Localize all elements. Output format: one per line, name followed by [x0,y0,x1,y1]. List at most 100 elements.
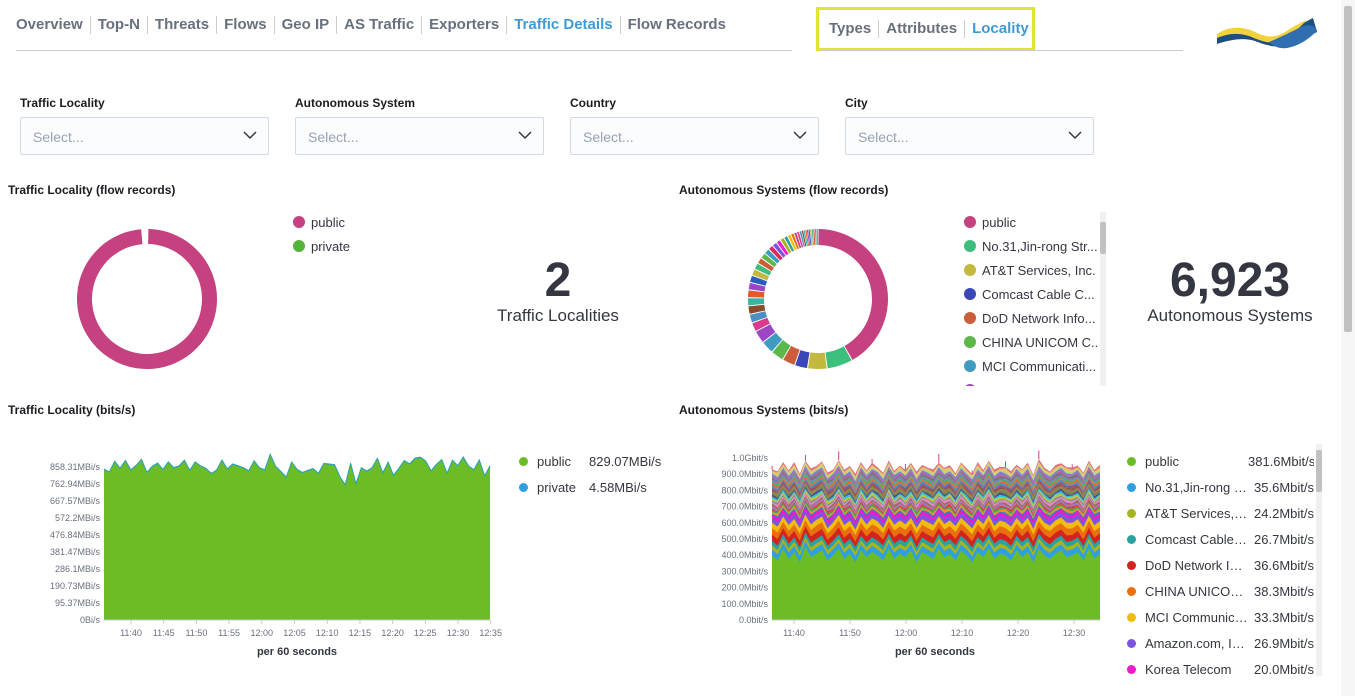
pie-slice [811,229,815,246]
as-legend-item[interactable]: CHINA UNICOM C... [964,330,1099,354]
area-series-other [772,470,1100,488]
legend-dot [964,288,976,300]
as-bits-legend-item[interactable]: Comcast Cable ... 26.7Mbit/s [1127,526,1314,552]
tab-exporters[interactable]: Exporters [422,16,508,34]
pie-slice [769,246,783,261]
pie-slice [801,230,807,247]
pie-slice [77,229,217,369]
x-tick-label: 12:20 [1007,628,1030,638]
y-tick-label: 400.0Mbit/s [721,550,768,560]
locality-select-placeholder: Select... [33,129,84,145]
area-series-other [772,504,1100,523]
legend-value: 35.6Mbit/s [1254,479,1314,495]
legend-label: AT&T Services, Inc. [982,262,1096,278]
page-scroll-thumb[interactable] [1344,6,1352,332]
tab-as-traffic[interactable]: AS Traffic [337,16,423,34]
area-series-other [772,463,1100,481]
legend-dot [964,384,976,386]
as-select-placeholder: Select... [308,129,359,145]
legend-dot [1127,482,1136,492]
scroll-thumb[interactable] [1100,222,1106,254]
country-select-placeholder: Select... [583,129,634,145]
tab-threats[interactable]: Threats [148,16,218,34]
legend-dot [964,360,976,372]
tab-flow-records[interactable]: Flow Records [627,16,726,33]
metric-label: Traffic Localities [497,306,619,325]
as-bits-legend-item[interactable]: DoD Network Inf... 36.6Mbit/s [1127,552,1314,578]
scroll-thumb[interactable] [1316,450,1322,492]
as-legend-item[interactable]: No.31,Jin-rong Str... [964,234,1099,258]
area-series-other [772,502,1100,521]
main-nav: Overview Top-N Threats Flows Geo IP AS T… [16,16,733,34]
y-tick-label: 1.0Gbit/s [732,453,769,463]
area-series-line [103,452,491,486]
pie-slice [791,233,799,250]
legend-item-public[interactable]: public 829.07MBi/s [519,448,661,474]
pie-slice [748,282,766,292]
legend-item-private[interactable]: private [293,234,350,258]
as-bits-legend-item[interactable]: AT&T Services, I... 24.2Mbit/s [1127,500,1314,526]
legend-label: MCI Communica... [1145,609,1248,625]
legend-value: 20.0Mbit/s [1254,661,1314,677]
as-bits-legend-item[interactable]: public 381.6Mbit/s [1127,448,1314,474]
as-select[interactable]: Select... [295,117,544,155]
pie-slice [776,240,789,256]
as-legend-item[interactable]: AT&T Services, Inc. [964,258,1099,282]
country-select[interactable]: Select... [570,117,819,155]
tab-top-n[interactable]: Top-N [91,16,148,34]
legend-value: 381.6Mbit/s [1248,453,1314,469]
area-series [772,546,1100,620]
legend-dot [293,216,305,228]
pie-slice [795,350,810,369]
legend-dot [964,312,976,324]
x-tick-label: 12:20 [381,628,404,638]
as-bits-legend-scrollbar[interactable] [1316,444,1322,676]
tab-geo-ip[interactable]: Geo IP [275,16,338,34]
as-bits-legend-item[interactable]: No.31,Jin-rong S... 35.6Mbit/s [1127,474,1314,500]
y-tick-label: 900.0Mbit/s [721,469,768,479]
area-series-other [772,465,1100,483]
area-series-other [772,489,1100,507]
legend-value: 24.2Mbit/s [1254,505,1314,521]
city-select[interactable]: Select... [845,117,1094,155]
as-legend-item[interactable]: Comcast Cable C... [964,282,1099,306]
as-legend-item[interactable]: public [964,210,1099,234]
as-legend-scrollbar[interactable] [1100,212,1106,386]
y-tick-label: 800.0Mbit/s [721,485,768,495]
legend-label: public [982,214,1016,230]
tab-traffic-details[interactable]: Traffic Details [507,16,621,34]
legend-dot [1127,638,1136,648]
pie-slice [799,231,805,247]
as-metric: 6,923 Autonomous Systems [1140,256,1320,326]
as-bits-legend-item[interactable]: CHINA UNICOM ... 38.3Mbit/s [1127,578,1314,604]
subtab-attributes[interactable]: Attributes [879,20,966,38]
y-tick-label: 700.0Mbit/s [721,502,768,512]
legend-dot [1127,534,1136,544]
locality-select[interactable]: Select... [20,117,269,155]
pie-slice [814,229,817,246]
area-series-other [772,481,1100,500]
area-series-other [772,478,1100,496]
pie-slice [763,332,783,352]
as-legend-item[interactable]: MCI Communicati... [964,354,1099,378]
legend-dot [964,216,976,228]
page-scrollbar[interactable] [1341,0,1355,696]
tab-flows[interactable]: Flows [217,16,275,34]
as-legend-item[interactable]: Amazon.com, Inc. [964,378,1099,386]
y-tick-label: 600.0Mbit/s [721,518,768,528]
as-bits-legend-item[interactable]: Korea Telecom 20.0Mbit/s [1127,656,1314,680]
tab-overview[interactable]: Overview [16,16,91,34]
legend-item-private[interactable]: private 4.58MBi/s [519,474,661,500]
as-bits-legend-item[interactable]: Amazon.com, Inc. 26.9Mbit/s [1127,630,1314,656]
chevron-down-icon [793,131,807,140]
y-tick-label: 858.31MBi/s [50,462,101,472]
as-bits-legend-item[interactable]: MCI Communica... 33.3Mbit/s [1127,604,1314,630]
pie-slice [787,234,797,251]
area-series-other [772,488,1100,506]
legend-dot [519,482,528,492]
subtab-locality[interactable]: Locality [972,20,1029,37]
as-legend-item[interactable]: DoD Network Info... [964,306,1099,330]
legend-item-public[interactable]: public [293,210,350,234]
x-axis-label: per 60 seconds [257,646,337,658]
subtab-types[interactable]: Types [827,20,880,38]
